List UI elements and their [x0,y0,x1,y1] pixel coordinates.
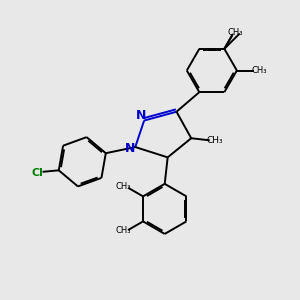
Text: CH₃: CH₃ [116,182,131,191]
Text: Cl: Cl [31,168,43,178]
Text: CH₃: CH₃ [207,136,224,145]
Text: CH₃: CH₃ [228,28,243,37]
Text: CH₃: CH₃ [116,226,131,236]
Text: CH₃: CH₃ [252,66,267,75]
Text: N: N [125,142,135,155]
Text: N: N [135,109,146,122]
